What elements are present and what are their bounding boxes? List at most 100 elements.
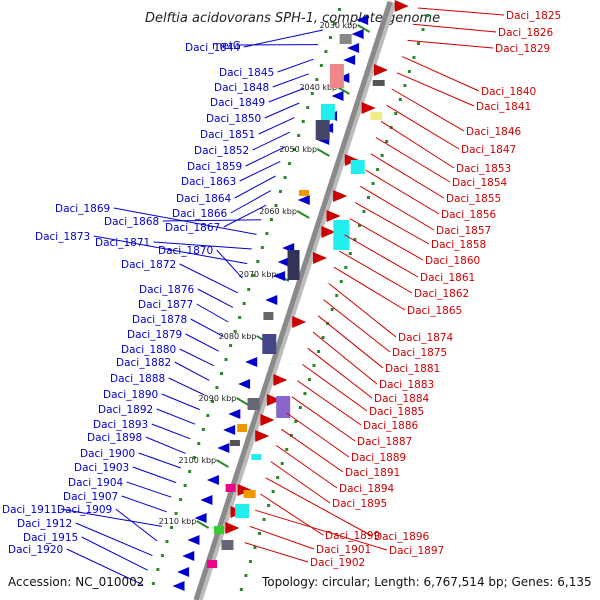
right-gene-label: Daci_1865 <box>407 305 462 317</box>
right-gene-label: Daci_1862 <box>414 288 469 300</box>
right-gene-label: Daci_1841 <box>476 101 531 113</box>
gc-dot <box>344 266 348 269</box>
gc-dot <box>353 238 357 241</box>
gc-dot <box>367 196 371 199</box>
left-leader-line <box>126 481 172 498</box>
gc-dot <box>253 546 257 549</box>
left-gene-label: Daci_1848 <box>214 82 269 94</box>
left-gene-label: Daci_1852 <box>194 145 249 157</box>
left-leader-line <box>277 58 314 73</box>
left-leader-line <box>268 87 305 103</box>
kbp-tick-label: 2080 kbp <box>219 332 257 341</box>
gene-feature-box <box>299 190 310 196</box>
right-leader-line <box>375 137 451 183</box>
gene-feature-box <box>221 540 234 550</box>
gc-dot <box>315 78 319 81</box>
topology-text: Topology: circular; Length: 6,767,514 bp… <box>261 575 592 589</box>
right-leader-line <box>260 493 324 536</box>
gc-dot <box>260 246 264 249</box>
gc-skew-track <box>151 8 430 591</box>
left-gene-label: metG <box>212 40 241 52</box>
right-leader-line <box>244 542 309 563</box>
left-leader-line <box>252 131 290 151</box>
gc-dot <box>197 442 201 445</box>
right-gene-label: Daci_1887 <box>357 436 412 448</box>
gc-dot <box>276 476 280 479</box>
gc-dot <box>317 350 321 353</box>
forward-gene-arrow <box>172 581 185 591</box>
right-gene-label: Daci_1885 <box>369 406 424 418</box>
right-leader-line <box>275 444 338 489</box>
gc-dot <box>421 28 425 31</box>
left-leader-line <box>197 288 234 308</box>
forward-gene-arrow <box>343 55 356 65</box>
right-leader-line <box>354 201 430 245</box>
right-gene-labels: Daci_1825 Daci_1826 Daci_1829 Daci_1840 Daci… <box>244 7 561 569</box>
gc-dot <box>219 372 223 375</box>
left-gene-label: Daci_1879 <box>127 329 182 341</box>
kbp-tick-mark <box>215 459 229 468</box>
left-gene-label: Daci_1880 <box>121 344 176 356</box>
reverse-gene-arrow <box>266 394 281 406</box>
forward-gene-arrow <box>217 443 230 453</box>
kbp-tick-mark <box>296 210 310 219</box>
right-leader-line <box>317 315 384 369</box>
genome-backbone <box>193 0 397 600</box>
right-leader-line <box>323 299 391 353</box>
right-gene-label: Daci_1883 <box>379 379 434 391</box>
left-gene-label: Daci_1909 <box>57 504 112 516</box>
gene-features <box>172 0 409 591</box>
left-gene-label: Daci_1877 <box>138 299 193 311</box>
left-leader-line <box>174 361 210 381</box>
gc-dot <box>244 574 248 577</box>
left-gene-label: Daci_1869 <box>55 203 110 215</box>
gc-dot <box>321 336 325 339</box>
kbp-tick-label: 2110 kbp <box>159 517 197 526</box>
gc-dot <box>229 344 233 347</box>
gc-dot <box>247 288 251 291</box>
reverse-gene-arrow <box>321 226 336 238</box>
right-leader-line <box>286 412 350 458</box>
gc-dot <box>297 134 301 137</box>
left-leader-line <box>239 160 281 182</box>
gene-feature-box <box>315 120 330 140</box>
kbp-tick-label: 2040 kbp <box>299 83 337 92</box>
left-leader-line <box>162 219 262 222</box>
left-gene-label: Daci_1911 <box>2 504 57 516</box>
left-gene-label: Daci_1868 <box>104 216 159 228</box>
gc-dot <box>339 280 343 283</box>
gc-dot <box>274 204 278 207</box>
reverse-gene-arrow <box>333 190 348 202</box>
left-gene-label: Daci_1851 <box>200 129 255 141</box>
gc-dot <box>416 42 420 45</box>
right-leader-line <box>344 234 419 278</box>
gc-dot <box>262 518 266 521</box>
gc-dot <box>412 56 416 59</box>
gc-dot <box>285 448 289 451</box>
reverse-gene-arrow <box>312 252 327 264</box>
right-gene-label: Daci_1826 <box>498 27 554 39</box>
left-gene-label: Daci_1867 <box>165 222 220 234</box>
right-gene-label: Daci_1856 <box>441 209 497 221</box>
kbp-tick-mark <box>316 148 330 157</box>
right-gene-label: Daci_1896 <box>374 531 430 543</box>
gc-dot <box>256 260 260 263</box>
right-leader-line <box>407 39 494 49</box>
right-leader-line <box>402 56 480 92</box>
reverse-gene-arrow <box>326 210 341 222</box>
gc-dot <box>292 148 296 151</box>
left-gene-label: Daci_1904 <box>68 477 124 489</box>
forward-gene-arrow <box>228 409 241 419</box>
left-leader-line <box>216 249 243 279</box>
right-gene-label: Daci_1847 <box>461 144 516 156</box>
forward-gene-arrow <box>200 495 213 505</box>
gc-dot <box>269 218 273 221</box>
left-leader-line <box>161 393 200 411</box>
right-gene-label: Daci_1886 <box>363 420 419 432</box>
gene-feature-box <box>333 220 350 250</box>
right-leader-line <box>365 169 440 215</box>
right-leader-line <box>349 218 424 261</box>
gc-dot <box>156 568 160 571</box>
gc-dot <box>348 252 352 255</box>
left-leader-line <box>138 452 181 469</box>
